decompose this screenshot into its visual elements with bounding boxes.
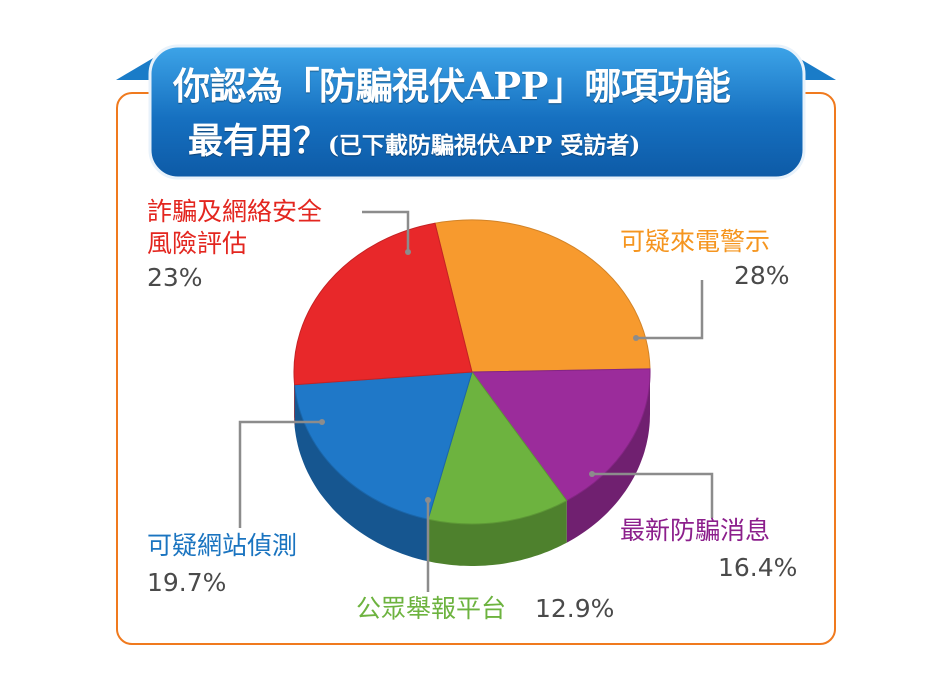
- chart-title-line1: 你認為「防騙視伏APP」哪項功能: [173, 64, 731, 108]
- pie-slice-2: [427, 370, 568, 525]
- slice-value-purple: 16.4%: [718, 553, 798, 582]
- slice-label-orange: 可疑來電警示: [620, 227, 771, 256]
- slice-value-red: 23%: [147, 263, 203, 292]
- chart-title-main: 最有用？: [188, 121, 329, 162]
- slice-label-blue: 可疑網站偵測: [147, 531, 298, 560]
- slice-label-red-line2: 風險評估: [147, 229, 248, 258]
- pie-side-1-0: [566, 372, 650, 543]
- pie-slice-0: [434, 219, 651, 373]
- slice-label-red-line1: 詐騙及網絡安全: [147, 197, 323, 226]
- pie-slice-1: [471, 368, 651, 502]
- leader-line-0: [636, 280, 704, 340]
- chart-subtitle: (已下載防騙視伏APP 受訪者): [328, 132, 641, 159]
- slice-value-blue: 19.7%: [147, 568, 227, 597]
- slice-value-orange: 28%: [734, 261, 790, 290]
- slice-label-green: 公眾舉報平台: [356, 594, 507, 623]
- pie-top: [293, 219, 651, 525]
- pie-side-2-0: [428, 500, 567, 566]
- leader-line-1: [592, 472, 714, 518]
- chart-title-line2: 最有用？(已下載防騙視伏APP 受訪者): [188, 113, 640, 164]
- banner-body: [148, 44, 806, 180]
- leader-lines: [238, 210, 714, 592]
- slice-value-green: 12.9%: [535, 594, 615, 623]
- leader-line-4: [362, 210, 410, 252]
- leader-dot-0: [633, 335, 639, 341]
- pie-side-3-0: [294, 384, 429, 562]
- leader-dot-4: [405, 249, 411, 255]
- leader-line-3: [238, 420, 322, 528]
- leader-dot-1: [589, 471, 595, 477]
- pie-slice-3: [294, 371, 473, 520]
- leader-dot-3: [319, 419, 325, 425]
- slice-label-purple: 最新防騙消息: [620, 516, 771, 545]
- leader-dot-2: [425, 497, 431, 503]
